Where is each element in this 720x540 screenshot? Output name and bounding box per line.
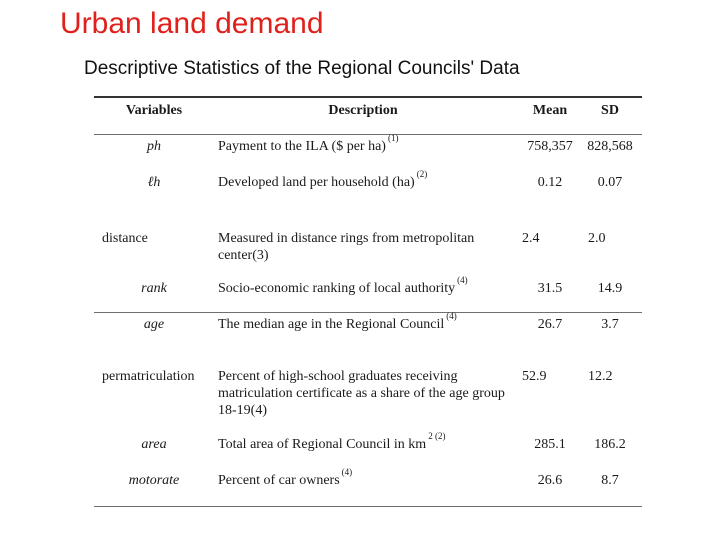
row-permatriculation-variable: permatriculation — [102, 369, 195, 384]
row-ph-mean: 758,357 — [527, 139, 573, 154]
row-motorate-description: Percent of car owners(4) — [218, 468, 518, 489]
row-lh-variable: ℓh — [147, 175, 161, 190]
header-description: Description — [328, 103, 398, 118]
variable-symbol: ph — [147, 139, 161, 154]
row-lh-mean: 0.12 — [537, 175, 563, 190]
description-text: Developed land per household (ha) — [218, 175, 415, 190]
row-permatriculation-description: Percent of high-school graduates receivi… — [218, 369, 505, 418]
row-age-variable: age — [143, 317, 165, 332]
footnote-marker: 2 (2) — [428, 431, 446, 441]
row-area-sd: 186.2 — [594, 437, 626, 452]
slide-subtitle: Descriptive Statistics of the Regional C… — [84, 58, 520, 79]
statistics-table: Variables Description Mean SD ph Payment… — [94, 96, 642, 510]
row-lh-description: Developed land per household (ha)(2) — [218, 170, 518, 191]
footnote-marker: (4) — [446, 311, 457, 321]
row-rule — [94, 312, 642, 313]
row-distance-description: Measured in distance rings from metropol… — [218, 231, 475, 263]
header-rule — [94, 134, 642, 135]
row-age-sd: 3.7 — [601, 317, 619, 332]
header-mean: Mean — [532, 103, 568, 118]
row-ph-sd: 828,568 — [587, 139, 633, 154]
row-area-description: Total area of Regional Council in km2 (2… — [218, 432, 518, 453]
row-distance-variable: distance — [102, 231, 148, 246]
footnote-marker: (1) — [387, 133, 399, 143]
row-area-variable: area — [141, 437, 167, 452]
row-distance-sd: 2.0 — [588, 231, 606, 246]
header-sd: SD — [601, 103, 619, 118]
row-rank-mean: 31.5 — [537, 281, 563, 296]
footnote-marker: (2) — [416, 169, 428, 179]
description-text: The median age in the Regional Council — [218, 317, 445, 332]
row-motorate-variable: motorate — [128, 473, 180, 488]
description-text: Payment to the ILA ($ per ha) — [218, 139, 386, 154]
row-rank-description: Socio-economic ranking of local authorit… — [218, 276, 518, 297]
row-age-description: The median age in the Regional Council(4… — [218, 312, 518, 333]
description-text: Socio-economic ranking of local authorit… — [218, 281, 456, 296]
row-ph-variable: ph — [94, 138, 214, 155]
row-rank-sd: 14.9 — [597, 281, 623, 296]
row-motorate-mean: 26.6 — [537, 473, 563, 488]
slide-title: Urban land demand — [60, 7, 324, 40]
header-variables: Variables — [125, 103, 183, 118]
row-motorate-sd: 8.7 — [601, 473, 619, 488]
row-permatriculation-mean: 52.9 — [522, 369, 547, 384]
footnote-marker: (4) — [341, 467, 353, 477]
footnote-marker: (4) — [457, 275, 468, 285]
row-rank-variable: rank — [141, 281, 167, 296]
row-permatriculation-sd: 12.2 — [588, 369, 613, 384]
row-lh-sd: 0.07 — [597, 175, 623, 190]
table-bottom-rule — [94, 506, 642, 507]
row-ph-description: Payment to the ILA ($ per ha)(1) — [218, 134, 518, 155]
row-area-mean: 285.1 — [534, 437, 566, 452]
table-top-rule — [94, 96, 642, 98]
row-age-mean: 26.7 — [537, 317, 563, 332]
description-text: Percent of car owners — [218, 473, 340, 488]
description-text: Total area of Regional Council in km — [218, 437, 427, 452]
row-distance-mean: 2.4 — [522, 231, 540, 246]
